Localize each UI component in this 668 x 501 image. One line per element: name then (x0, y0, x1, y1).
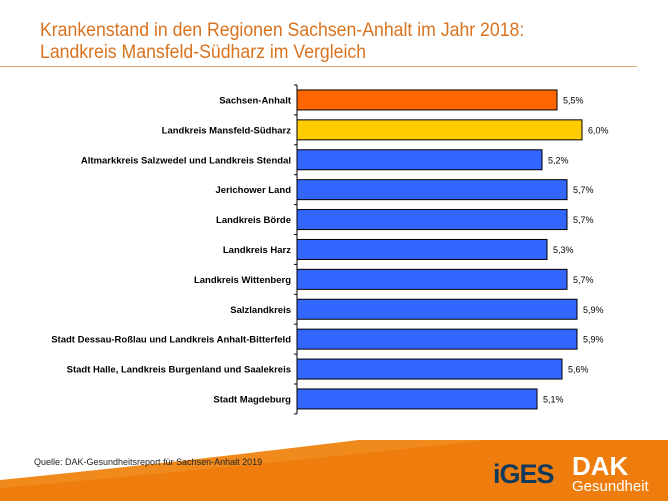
bar (296, 179, 568, 201)
title-line-2: Landkreis Mansfeld-Südharz im Vergleich (40, 42, 367, 63)
bar (296, 388, 538, 410)
source-note: Quelle: DAK-Gesundheitsreport für Sachse… (34, 457, 263, 467)
chart-title: Krankenstand in den Regionen Sachsen-Anh… (40, 20, 524, 64)
data-label: 5,2% (548, 155, 569, 165)
category-label: Stadt Magdeburg (213, 394, 291, 405)
category-label: Salzlandkreis (230, 305, 291, 316)
data-label: 5,6% (568, 365, 589, 375)
category-label: Landkreis Börde (216, 215, 291, 226)
data-label: 5,9% (583, 335, 604, 345)
title-line-1: Krankenstand in den Regionen Sachsen-Anh… (40, 20, 525, 41)
bar (296, 358, 563, 380)
bar (296, 119, 583, 141)
bar (296, 209, 568, 231)
data-label: 6,0% (588, 125, 609, 135)
bar (296, 328, 578, 350)
category-label: Landkreis Harz (223, 245, 291, 256)
bar (296, 238, 548, 260)
footer-swoosh (0, 440, 668, 501)
bar (296, 149, 543, 171)
data-label: 5,9% (583, 305, 604, 315)
title-divider (0, 66, 637, 67)
bar (296, 268, 568, 290)
category-label: Altmarkkreis Salzwedel und Landkreis Ste… (81, 155, 291, 166)
bar (296, 298, 578, 320)
data-label: 5,7% (573, 215, 594, 225)
data-label: 5,3% (553, 245, 574, 255)
data-label: 5,1% (543, 394, 564, 404)
dak-logo: DAK Gesundheit (572, 451, 649, 495)
category-label: Sachsen-Anhalt (219, 95, 292, 106)
iges-logo: iGES (493, 459, 555, 489)
data-label: 5,7% (573, 185, 594, 195)
category-label: Jerichower Land (216, 185, 292, 196)
bar (296, 89, 558, 111)
category-label: Landkreis Wittenberg (194, 275, 291, 286)
category-label: Landkreis Mansfeld-Südharz (162, 125, 292, 136)
data-label: 5,7% (573, 275, 594, 285)
category-label: Stadt Halle, Landkreis Burgenland und Sa… (67, 365, 291, 376)
category-label: Stadt Dessau-Roßlau und Landkreis Anhalt… (51, 335, 291, 346)
bar-chart: Sachsen-Anhalt 5,5% Landkreis Mansfeld-Süd… (51, 84, 609, 415)
data-label: 5,5% (563, 95, 584, 105)
